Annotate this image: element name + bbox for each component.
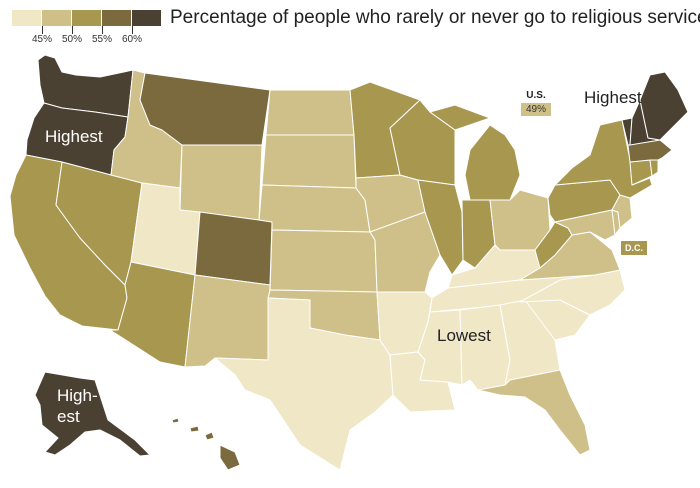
- legend-tick-label: 45%: [31, 34, 52, 45]
- state-florida: [477, 369, 591, 456]
- us-average-badge: U.S. 49%: [521, 90, 552, 116]
- legend-swatch-lowest: [12, 10, 42, 26]
- legend-tick: [42, 26, 43, 34]
- state-michigan: [429, 104, 521, 201]
- state-wyoming: [179, 144, 263, 221]
- state-wisconsin: [389, 99, 456, 186]
- legend-tick: [132, 26, 133, 34]
- state-north-dakota: [265, 89, 355, 136]
- legend-tick-label: 60%: [121, 34, 142, 45]
- legend-swatch-high: [102, 10, 132, 26]
- color-legend: 45% 50% 55% 60%: [12, 10, 162, 46]
- state-new-mexico: [184, 274, 271, 368]
- legend-swatch-highest: [132, 10, 162, 26]
- label-highest-alaska-line1: High-: [57, 386, 98, 405]
- us-average-value: 49%: [521, 103, 552, 116]
- state-nebraska: [258, 184, 371, 233]
- label-highest-northeast: Highest: [584, 88, 642, 107]
- state-rhode-island: [649, 159, 659, 177]
- label-highest-alaska-line2: est: [57, 407, 80, 426]
- map-title: Percentage of people who rarely or never…: [170, 7, 700, 28]
- state-north-carolina: [519, 269, 626, 316]
- state-montana: [139, 72, 271, 146]
- state-hawaii: [171, 417, 241, 471]
- state-kansas: [269, 229, 378, 293]
- legend-tick-label: 50%: [61, 34, 82, 45]
- state-south-dakota: [261, 134, 357, 189]
- legend-tick-label: 55%: [91, 34, 112, 45]
- state-illinois: [417, 179, 464, 276]
- us-average-label: U.S.: [526, 90, 546, 101]
- state-colorado: [194, 211, 273, 286]
- legend-swatch-mid: [72, 10, 102, 26]
- legend-swatch-low: [42, 10, 72, 26]
- label-lowest-south: Lowest: [437, 326, 491, 345]
- dc-badge: D.C.: [621, 241, 647, 255]
- legend-tick: [102, 26, 103, 34]
- label-highest-northwest: Highest: [45, 127, 103, 146]
- state-massachusetts: [627, 139, 673, 163]
- legend-tick: [72, 26, 73, 34]
- state-maine: [639, 71, 689, 141]
- state-texas: [214, 297, 394, 471]
- state-alaska: [34, 371, 151, 457]
